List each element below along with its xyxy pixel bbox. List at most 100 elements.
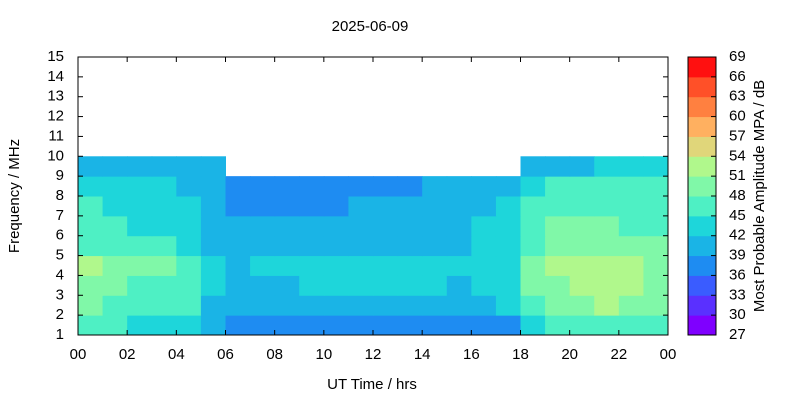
heatmap-cell	[569, 315, 595, 336]
heatmap-cell	[618, 255, 644, 276]
heatmap-cell	[151, 215, 177, 237]
heatmap-cell	[225, 235, 251, 257]
heatmap-cell	[569, 255, 595, 276]
heatmap-cell	[422, 275, 448, 296]
heatmap-cell	[569, 156, 595, 177]
colorbar-swatch	[688, 315, 716, 336]
heatmap-cell	[348, 176, 374, 197]
heatmap-cell	[200, 295, 226, 316]
heatmap-cell	[471, 255, 497, 276]
y-tick-label: 2	[56, 306, 64, 323]
heatmap-cell	[274, 215, 300, 237]
colorbar-tick-label: 33	[729, 286, 746, 303]
heatmap-cell	[643, 156, 669, 177]
heatmap-cell	[545, 215, 571, 237]
x-tick-label: 22	[610, 346, 627, 363]
heatmap-cell	[397, 176, 423, 197]
heatmap-cell	[348, 235, 374, 257]
heatmap-cell	[618, 295, 644, 316]
heatmap-cell	[397, 275, 423, 296]
colorbar-tick-label: 60	[729, 108, 746, 125]
heatmap-cell	[225, 295, 251, 316]
heatmap-cell	[274, 275, 300, 296]
heatmap-cell	[495, 176, 521, 197]
heatmap-cell	[274, 315, 300, 336]
heatmap-cell	[176, 295, 202, 316]
heatmap-cell	[495, 196, 521, 217]
heatmap-cell	[397, 255, 423, 276]
colorbar-tick-label: 45	[729, 207, 746, 224]
heatmap-cell	[102, 176, 128, 197]
heatmap-cell	[274, 235, 300, 257]
heatmap-cell	[520, 196, 546, 217]
chart-title: 2025-06-09	[332, 18, 409, 35]
heatmap-cell	[594, 275, 620, 296]
heatmap-cell	[545, 176, 571, 197]
heatmap-cell	[422, 315, 448, 336]
heatmap-cell	[446, 176, 472, 197]
heatmap-cell	[127, 315, 153, 336]
heatmap-cell	[151, 255, 177, 276]
heatmap-cell	[127, 156, 153, 177]
heatmap-cell	[373, 215, 399, 237]
heatmap-cell	[594, 215, 620, 237]
heatmap-cell	[397, 315, 423, 336]
x-tick-label: 12	[365, 346, 382, 363]
y-tick-label: 10	[47, 147, 64, 164]
y-tick-label: 14	[47, 68, 64, 85]
heatmap-cell	[323, 255, 349, 276]
heatmap-cell	[225, 176, 251, 197]
colorbar-swatch	[688, 215, 716, 237]
heatmap-cell	[250, 215, 276, 237]
heatmap-cell	[102, 255, 128, 276]
x-tick-label: 14	[414, 346, 431, 363]
heatmap-cell	[495, 255, 521, 276]
y-tick-label: 9	[56, 167, 64, 184]
heatmap-cell	[274, 255, 300, 276]
y-tick-label: 6	[56, 227, 64, 244]
heatmap-cell	[471, 196, 497, 217]
colorbar-swatch	[688, 235, 716, 257]
heatmap-cell	[373, 176, 399, 197]
heatmap-cell	[250, 315, 276, 336]
colorbar-tick-label: 54	[729, 147, 746, 164]
heatmap-cell	[225, 275, 251, 296]
heatmap-cell	[200, 255, 226, 276]
heatmap-cell	[618, 215, 644, 237]
heatmap-cell	[348, 315, 374, 336]
heatmap-cell	[250, 176, 276, 197]
heatmap-cell	[78, 315, 104, 336]
heatmap-cell	[127, 176, 153, 197]
colorbar-swatch	[688, 96, 716, 118]
heatmap-cell	[200, 235, 226, 257]
y-tick-label: 5	[56, 247, 64, 264]
heatmap-cell	[446, 215, 472, 237]
heatmap-cell	[495, 235, 521, 257]
heatmap-cell	[422, 176, 448, 197]
heatmap-cell	[520, 275, 546, 296]
heatmap-cell	[373, 235, 399, 257]
heatmap-cell	[373, 275, 399, 296]
colorbar-swatch	[688, 196, 716, 217]
heatmap-cell	[348, 255, 374, 276]
colorbar-swatch	[688, 136, 716, 157]
heatmap-cell	[594, 196, 620, 217]
heatmap-cell	[200, 196, 226, 217]
heatmap-cell	[176, 315, 202, 336]
heatmap-cell	[225, 315, 251, 336]
heatmap-cell	[151, 156, 177, 177]
heatmap-cell	[176, 196, 202, 217]
heatmap-cell	[299, 315, 325, 336]
heatmap-cell	[151, 295, 177, 316]
y-tick-label: 8	[56, 187, 64, 204]
heatmap-cell	[127, 235, 153, 257]
heatmap-cell	[78, 196, 104, 217]
heatmap-cell	[594, 295, 620, 316]
heatmap-cell	[176, 275, 202, 296]
heatmap-cell	[471, 176, 497, 197]
heatmap-cell	[250, 255, 276, 276]
heatmap-cell	[323, 235, 349, 257]
heatmap-cell	[520, 295, 546, 316]
heatmap-cell	[250, 196, 276, 217]
heatmap-cell	[471, 235, 497, 257]
